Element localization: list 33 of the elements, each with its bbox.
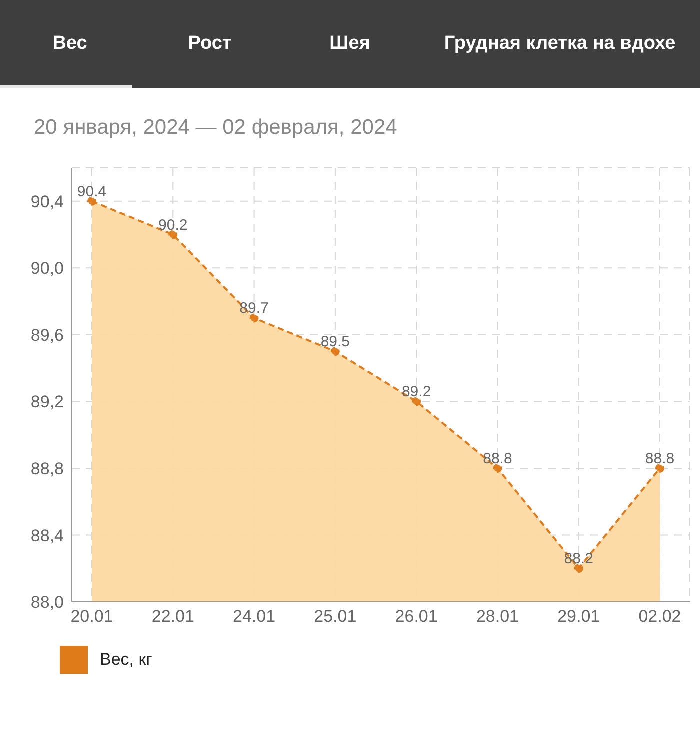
text: Рост [187,32,233,56]
x-tick-label: 26.01 [395,607,438,626]
text: Вес [52,32,88,56]
text: Шея [328,32,372,56]
legend-label: Вес, кг [100,650,152,670]
point [574,564,584,574]
data-label: 88.8 [645,450,675,468]
y-tick-label: 88,8 [30,459,64,478]
point [168,230,178,240]
point [412,397,422,406]
point [330,347,340,356]
data-label: 88.2 [564,550,594,568]
x-tick-label: 24.01 [233,607,276,626]
point [656,464,664,473]
x-tick-label: 28.01 [476,607,519,626]
y-tick-label: 90,4 [30,192,64,212]
y-tick-label: 88,0 [30,593,64,612]
y-tick-label: 89,2 [30,392,64,412]
x-tick-label: 22.01 [152,607,194,626]
y-tick-label: 88,4 [30,526,64,546]
y-tick-label: 89,6 [30,326,64,345]
data-label: 90.4 [77,183,107,200]
data-label: 90.2 [158,216,188,234]
x-tick-label: 20.01 [70,607,114,626]
y-tick-label: 90,0 [30,259,64,278]
data-label: 89.5 [320,334,350,351]
point [88,196,96,206]
data-label: 89.2 [402,384,432,401]
x-tick-label: 29.01 [558,607,600,626]
chart-subtitle: 20 января, 2024 — 02 февраля, 2024 [33,115,398,140]
x-tick-label: 25.01 [314,607,357,626]
x-tick-label: 02.02 [638,607,682,626]
text: Грудная клетка на вдохе [443,32,677,56]
